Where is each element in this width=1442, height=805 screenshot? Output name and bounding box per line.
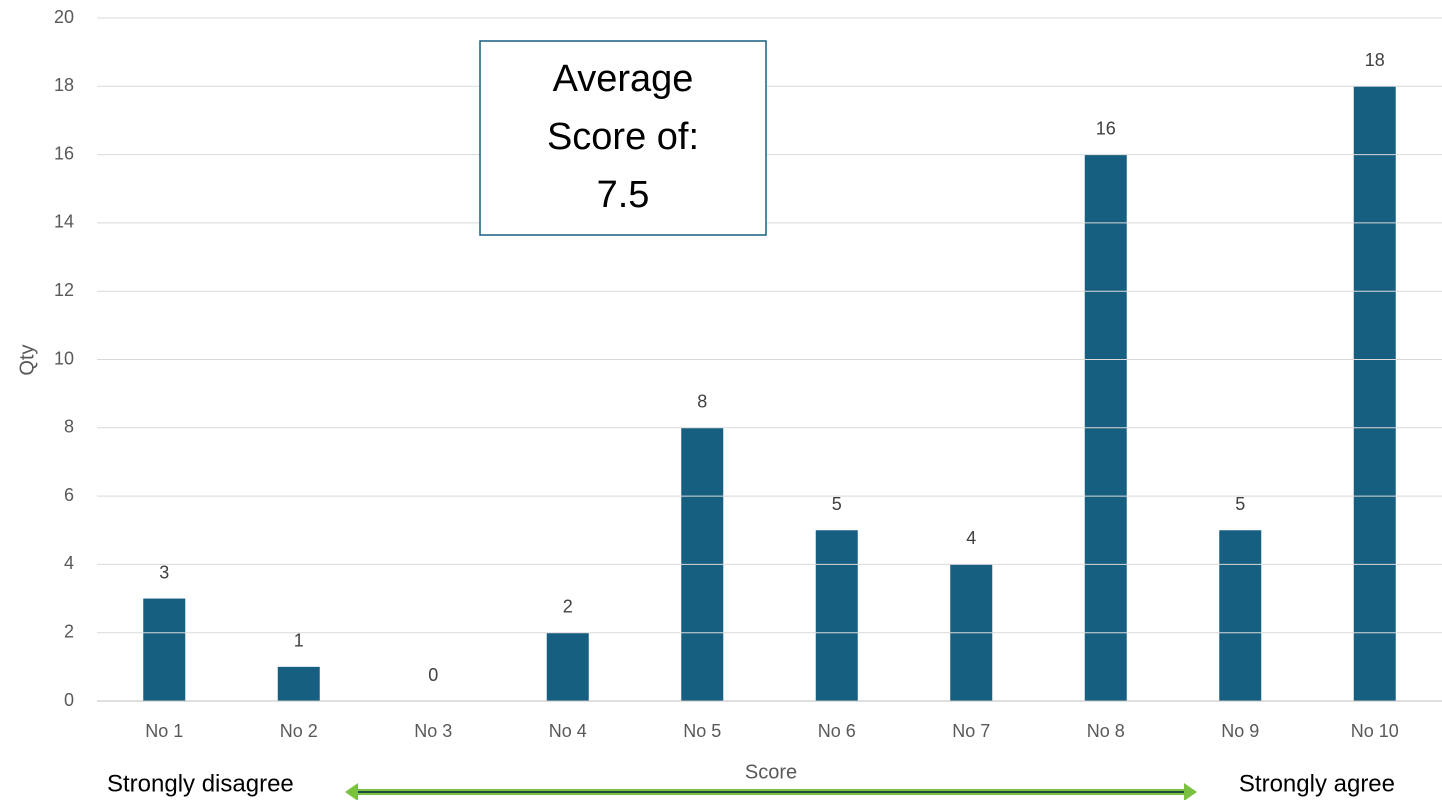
- bar: [1353, 86, 1396, 702]
- x-tick-label: No 8: [1087, 721, 1125, 741]
- y-axis-label: Qty: [16, 344, 38, 375]
- y-tick-label: 20: [54, 7, 74, 27]
- bar: [143, 598, 186, 701]
- data-label: 1: [294, 631, 304, 651]
- data-label: 3: [159, 562, 169, 582]
- data-label: 0: [428, 665, 438, 685]
- x-tick-label: No 9: [1221, 721, 1259, 741]
- data-label: 4: [966, 528, 976, 548]
- bar: [277, 666, 320, 701]
- data-label: 8: [697, 392, 707, 412]
- x-tick-label: No 10: [1351, 721, 1399, 741]
- x-tick-label: No 1: [145, 721, 183, 741]
- scale-right-label: Strongly agree: [1239, 770, 1395, 797]
- bar: [815, 530, 858, 701]
- annotation-line: Average: [553, 58, 694, 100]
- y-tick-label: 18: [54, 75, 74, 95]
- y-tick-label: 8: [64, 417, 74, 437]
- y-tick-label: 10: [54, 348, 74, 368]
- y-tick-label: 2: [64, 621, 74, 641]
- scale-arrow: [345, 783, 1197, 801]
- x-tick-label: No 4: [549, 721, 587, 741]
- x-tick-label: No 2: [280, 721, 318, 741]
- scale-left-label: Strongly disagree: [107, 770, 294, 797]
- bar: [546, 632, 589, 701]
- annotation-line: 7.5: [597, 174, 650, 216]
- x-tick-label: No 6: [818, 721, 856, 741]
- x-tick-label: No 3: [414, 721, 452, 741]
- data-label: 5: [832, 494, 842, 514]
- y-tick-label: 4: [64, 553, 74, 573]
- y-tick-label: 14: [54, 212, 74, 232]
- x-tick-label: No 7: [952, 721, 990, 741]
- data-label: 2: [563, 596, 573, 616]
- annotation-box: [479, 40, 767, 236]
- data-label: 18: [1365, 50, 1385, 70]
- x-axis-label: Score: [745, 761, 797, 783]
- y-tick-label: 6: [64, 485, 74, 505]
- y-tick-label: 0: [64, 690, 74, 710]
- data-label: 5: [1235, 494, 1245, 514]
- data-label: 16: [1096, 118, 1116, 138]
- y-tick-label: 12: [54, 280, 74, 300]
- bar: [1219, 530, 1262, 701]
- annotation-line: Score of:: [547, 116, 699, 158]
- x-tick-label: No 5: [683, 721, 721, 741]
- y-tick-label: 16: [54, 143, 74, 163]
